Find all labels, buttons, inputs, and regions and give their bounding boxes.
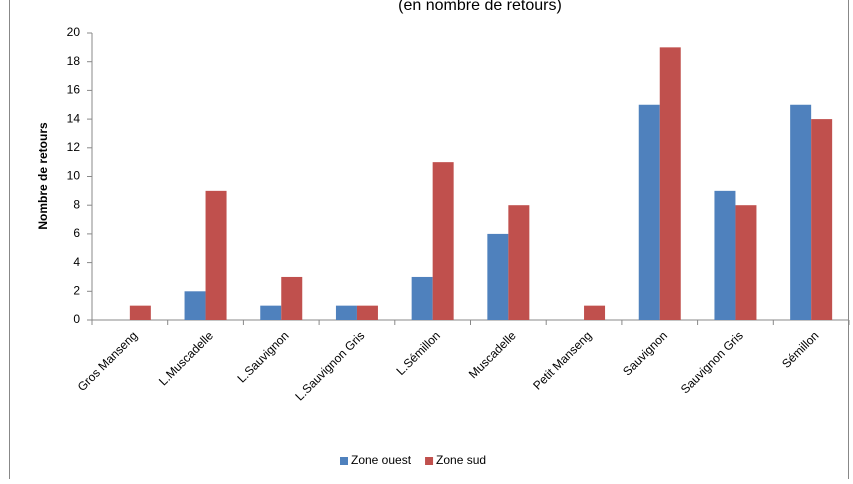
- bar: [184, 291, 206, 320]
- y-axis-label: Nombre de retours: [36, 122, 50, 230]
- bar: [432, 162, 454, 320]
- y-tick-label: 14: [67, 111, 81, 125]
- bar: [281, 276, 303, 320]
- y-tick-label: 12: [67, 140, 81, 154]
- y-tick-label: 2: [73, 283, 80, 297]
- legend-label: Zone ouest: [351, 453, 412, 467]
- y-tick-label: 18: [67, 54, 81, 68]
- y-tick-label: 10: [67, 169, 81, 183]
- bar: [129, 305, 151, 320]
- y-tick-label: 6: [73, 226, 80, 240]
- bar: [790, 104, 812, 320]
- bar: [356, 305, 378, 320]
- bar: [411, 276, 433, 320]
- bar: [735, 205, 757, 320]
- y-tick-label: 16: [67, 83, 81, 97]
- legend-swatch: [340, 457, 348, 465]
- bar: [260, 305, 282, 320]
- y-tick-label: 0: [73, 312, 80, 326]
- y-tick-label: 4: [73, 255, 80, 269]
- legend-label: Zone sud: [436, 453, 486, 467]
- bar: [335, 305, 357, 320]
- bar: [811, 119, 833, 320]
- y-tick-label: 20: [67, 25, 81, 39]
- y-tick-label: 8: [73, 197, 80, 211]
- bar: [487, 233, 509, 320]
- bar: [508, 205, 530, 320]
- bar: [584, 305, 606, 320]
- legend-swatch: [425, 457, 434, 465]
- bar: [205, 190, 227, 320]
- chart-title: (en nombre de retours): [398, 0, 562, 14]
- bar: [638, 104, 660, 320]
- bar: [659, 47, 681, 320]
- chart-frame: [9, 0, 849, 484]
- bar: [714, 190, 736, 320]
